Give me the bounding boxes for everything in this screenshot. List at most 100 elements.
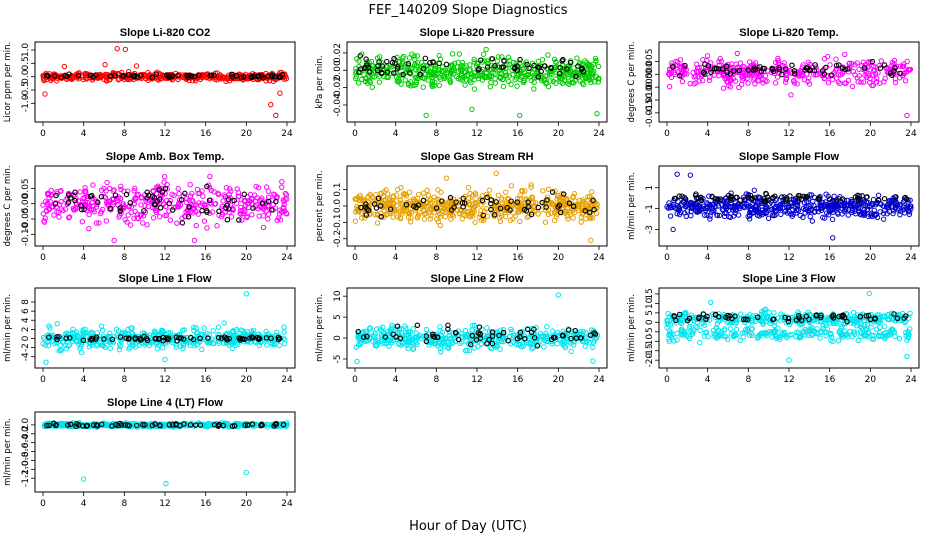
data-point bbox=[774, 74, 781, 80]
data-point bbox=[578, 214, 585, 220]
data-point bbox=[135, 191, 141, 198]
data-point-outlier bbox=[133, 63, 140, 69]
data-point bbox=[896, 335, 903, 342]
reference-point bbox=[897, 70, 903, 77]
data-point bbox=[730, 76, 737, 82]
data-point bbox=[519, 188, 526, 194]
data-point bbox=[395, 214, 401, 220]
data-point bbox=[413, 81, 419, 88]
data-point bbox=[824, 53, 831, 60]
reference-point bbox=[144, 195, 150, 201]
data-point bbox=[406, 55, 413, 61]
data-point bbox=[467, 62, 473, 68]
panel-title: Slope Li-820 Temp. bbox=[739, 27, 838, 39]
data-point bbox=[120, 201, 127, 207]
data-point bbox=[897, 212, 903, 218]
data-point bbox=[436, 52, 442, 59]
data-point bbox=[199, 188, 205, 194]
data-point bbox=[701, 68, 708, 75]
data-point bbox=[437, 324, 443, 330]
data-point bbox=[86, 211, 92, 218]
x-tick-label: 0 bbox=[40, 129, 46, 139]
data-point bbox=[128, 325, 134, 331]
data-point bbox=[402, 323, 408, 329]
data-point bbox=[746, 216, 753, 222]
data-point bbox=[161, 173, 168, 180]
data-point bbox=[901, 61, 907, 67]
data-point bbox=[425, 192, 432, 198]
reference-point bbox=[225, 196, 232, 203]
reference-point bbox=[361, 334, 367, 340]
data-point bbox=[823, 315, 829, 321]
data-point bbox=[263, 208, 269, 214]
data-point bbox=[553, 59, 559, 66]
reference-point bbox=[711, 65, 718, 72]
reference-point bbox=[801, 193, 807, 200]
data-point bbox=[731, 213, 737, 219]
reference-point bbox=[501, 57, 507, 64]
data-point bbox=[179, 327, 186, 333]
reference-point bbox=[522, 335, 528, 342]
data-point bbox=[712, 314, 718, 321]
data-point bbox=[272, 76, 279, 83]
y-tick-label: -0.015 bbox=[645, 98, 655, 127]
y-tick-label: 0 bbox=[21, 335, 31, 341]
data-point bbox=[847, 328, 853, 335]
x-tick-label: 12 bbox=[159, 375, 170, 385]
data-point bbox=[413, 75, 419, 81]
data-point bbox=[406, 80, 412, 87]
data-point bbox=[414, 53, 420, 59]
data-point bbox=[503, 72, 510, 78]
reference-point bbox=[535, 74, 542, 80]
data-point bbox=[739, 74, 745, 80]
reference-point bbox=[570, 203, 577, 210]
data-point bbox=[500, 327, 507, 333]
data-point bbox=[874, 75, 880, 82]
x-tick-label: 0 bbox=[352, 375, 358, 385]
panel-frame bbox=[658, 41, 920, 123]
data-point bbox=[902, 78, 909, 84]
reference-point bbox=[56, 333, 62, 340]
reference-point bbox=[855, 192, 861, 199]
data-point bbox=[786, 208, 792, 215]
reference-point bbox=[197, 335, 203, 342]
reference-point bbox=[560, 191, 567, 197]
data-point bbox=[732, 203, 739, 210]
data-point bbox=[778, 211, 784, 218]
data-point bbox=[679, 78, 686, 85]
reference-point bbox=[185, 214, 192, 220]
data-point bbox=[381, 340, 388, 346]
data-point bbox=[202, 334, 208, 340]
reference-point bbox=[724, 63, 730, 70]
data-point bbox=[390, 193, 396, 199]
data-point bbox=[510, 59, 517, 66]
data-point bbox=[423, 67, 430, 73]
data-point bbox=[191, 342, 197, 349]
data-point bbox=[175, 185, 181, 192]
x-tick-label: 8 bbox=[433, 129, 439, 139]
x-tick-label: 20 bbox=[865, 253, 877, 263]
x-tick-label: 20 bbox=[865, 129, 877, 139]
data-point bbox=[531, 86, 537, 92]
reference-point bbox=[427, 60, 433, 66]
data-point bbox=[497, 346, 503, 353]
reference-point bbox=[256, 336, 262, 343]
reference-point bbox=[479, 197, 486, 204]
data-point bbox=[369, 74, 375, 80]
data-point bbox=[118, 186, 124, 193]
data-point bbox=[121, 330, 128, 337]
data-point bbox=[667, 322, 674, 328]
data-point bbox=[471, 86, 478, 92]
data-point bbox=[127, 344, 133, 350]
data-point bbox=[512, 77, 518, 83]
panel-title: Slope Gas Stream RH bbox=[420, 151, 533, 163]
data-point bbox=[279, 184, 285, 190]
data-point bbox=[445, 199, 452, 206]
data-point bbox=[733, 326, 740, 333]
reference-point bbox=[400, 71, 406, 78]
data-point bbox=[449, 62, 456, 68]
data-point bbox=[524, 214, 531, 221]
data-point bbox=[566, 81, 572, 88]
data-point bbox=[406, 209, 413, 215]
